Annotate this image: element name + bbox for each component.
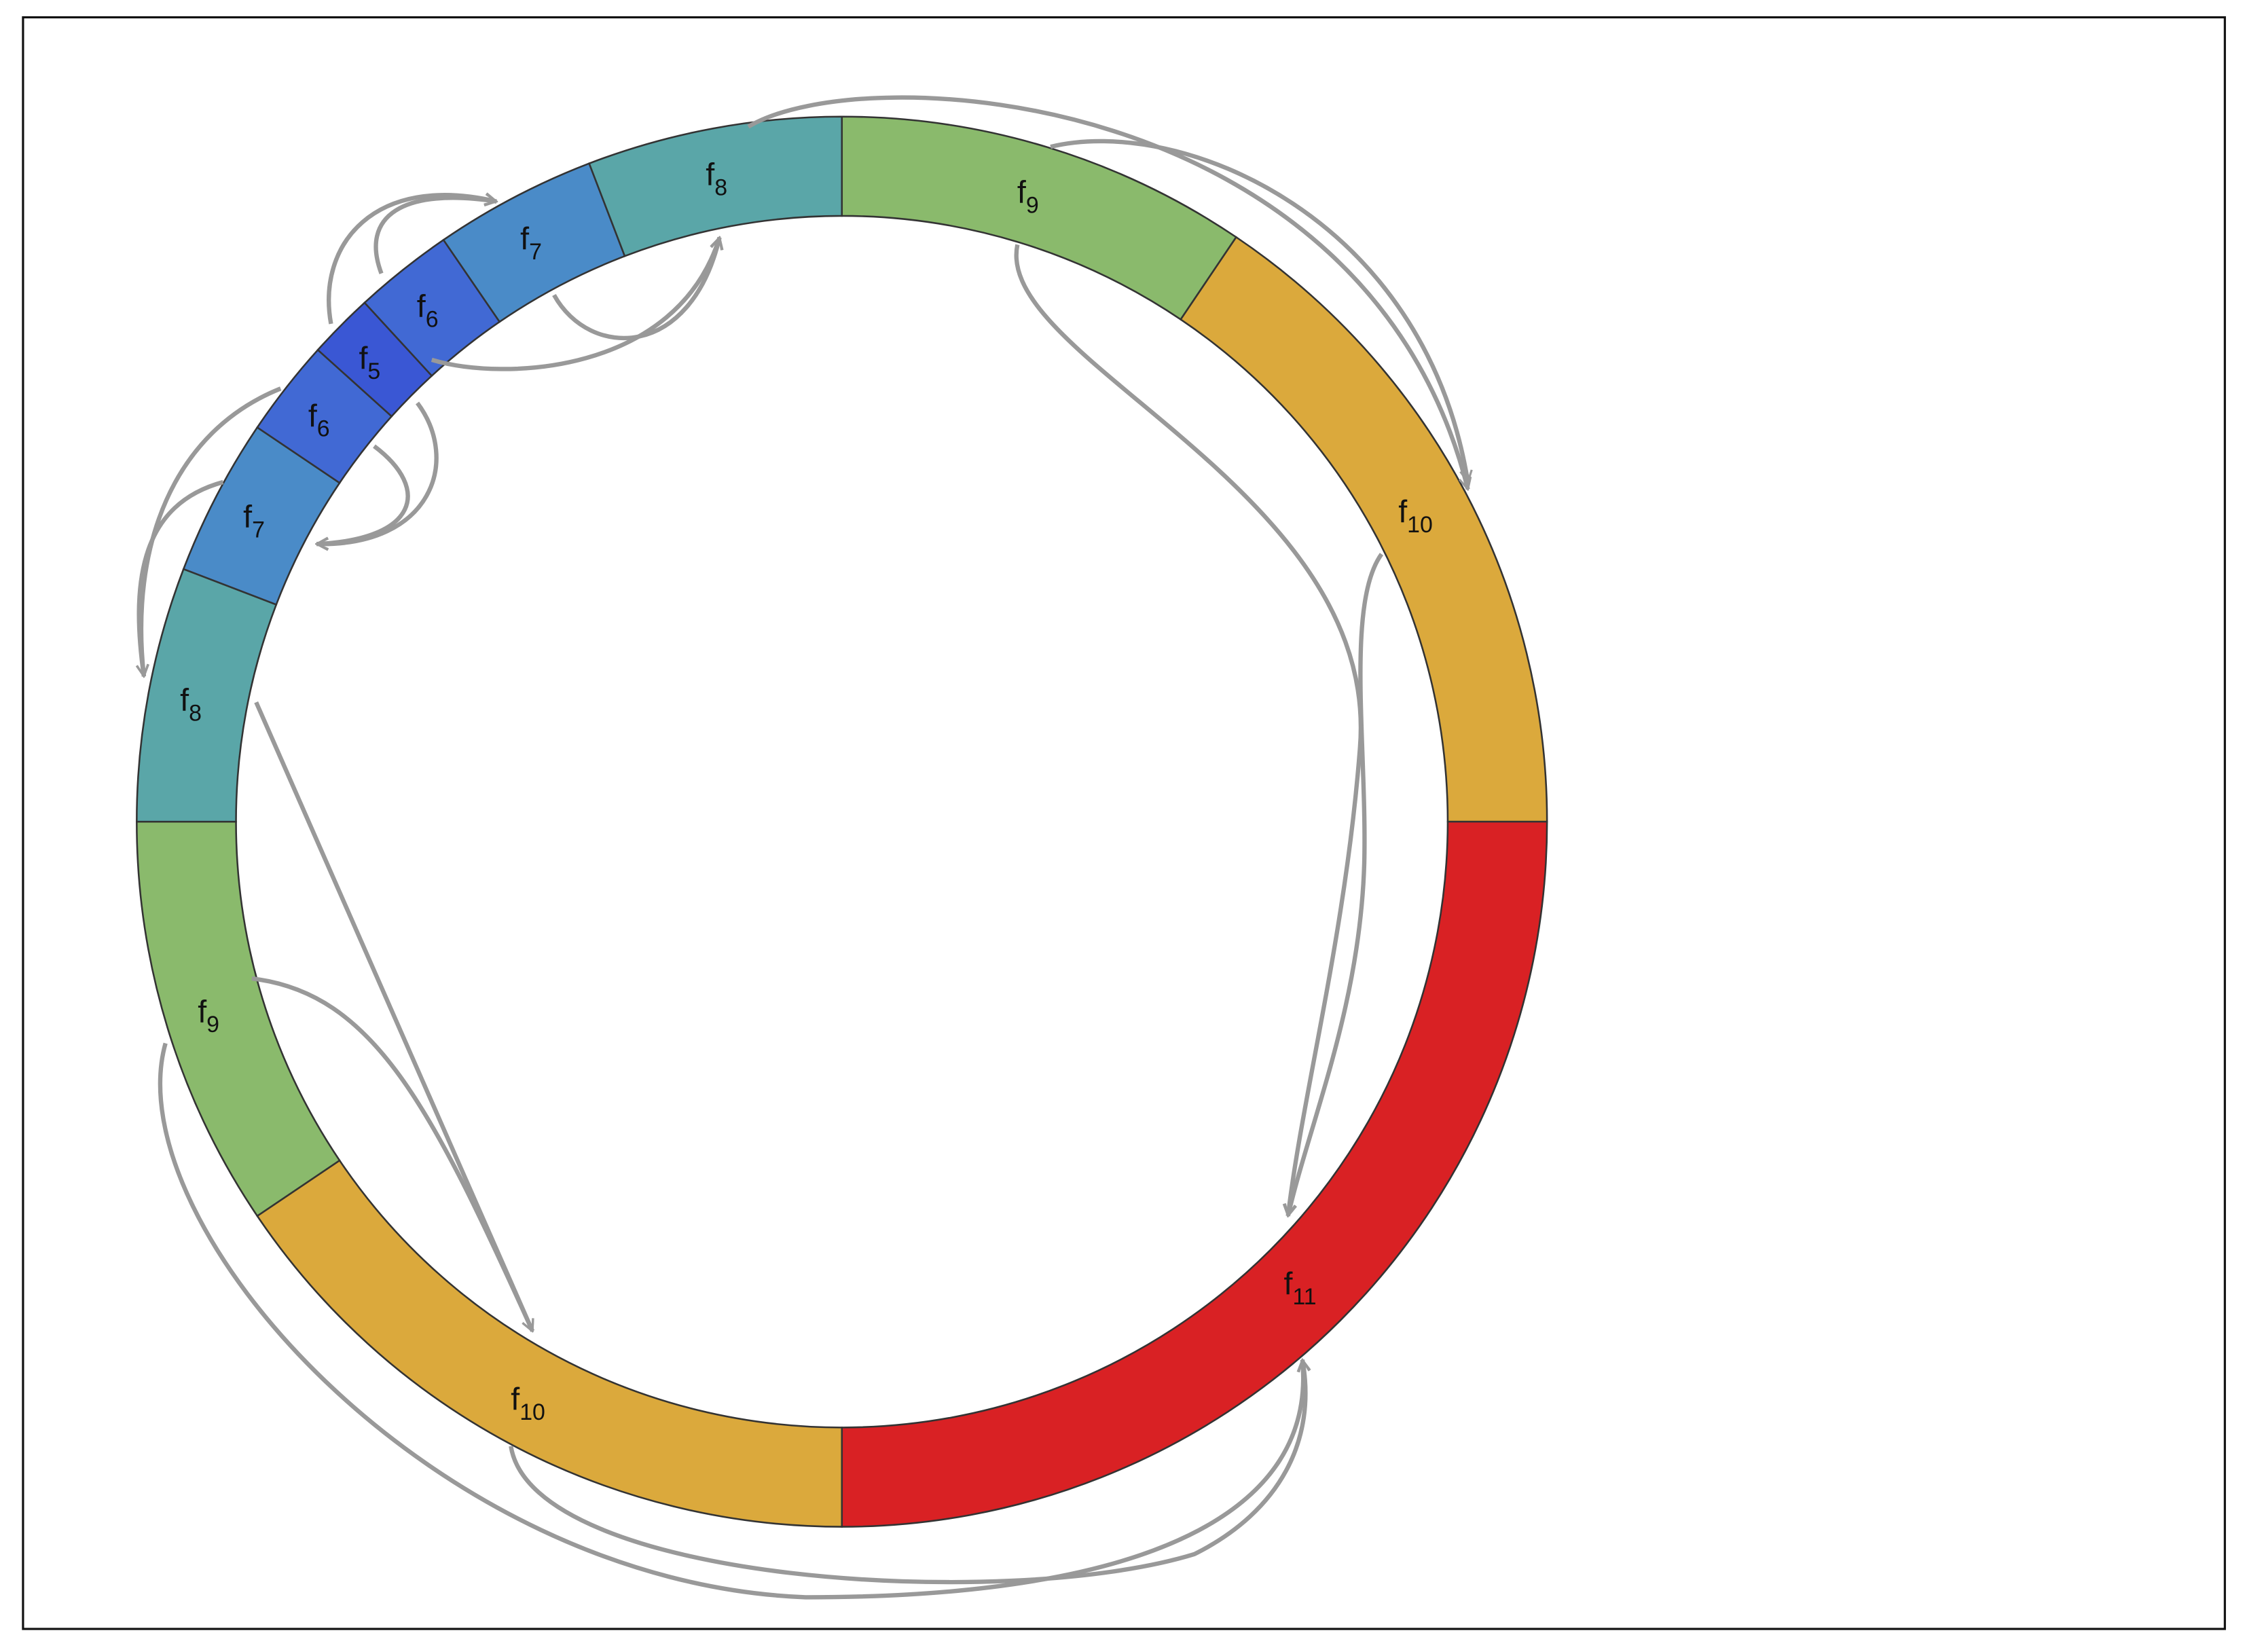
arrow: [327, 195, 496, 325]
arrow: [254, 701, 535, 1331]
segment-label-subscript: 10: [1407, 512, 1433, 538]
segment-label-base: f: [243, 499, 253, 534]
segment-label-subscript: 8: [714, 175, 727, 201]
arrow: [1014, 244, 1364, 1215]
segment-label-base: f: [511, 1381, 520, 1416]
segment-label: f9: [198, 993, 219, 1038]
arrow: [158, 1042, 1303, 1600]
segment-label: f5: [359, 340, 380, 384]
arrow: [139, 479, 224, 676]
arrow: [1050, 139, 1468, 482]
segment-label-subscript: 7: [529, 239, 542, 265]
segment-label-base: f: [359, 340, 368, 375]
segment-label: f8: [706, 157, 727, 201]
segment-label: f11: [1284, 1266, 1317, 1310]
segment-label-base: f: [308, 398, 318, 433]
ring: [136, 115, 1548, 1528]
arrow: [431, 238, 720, 371]
arrow: [1288, 553, 1384, 1216]
segment-label: f8: [180, 682, 202, 727]
segment-label: f7: [520, 221, 542, 265]
segment-label-subscript: 6: [317, 416, 330, 442]
segment: [587, 115, 843, 257]
segment-label-subscript: 11: [1292, 1284, 1316, 1310]
segment-label: f9: [1017, 175, 1039, 219]
arrow: [373, 198, 497, 274]
segment-label-base: f: [520, 221, 530, 256]
segment-label-base: f: [1398, 494, 1408, 529]
segment: [841, 820, 1548, 1528]
arrow: [747, 95, 1468, 490]
segment-label: f6: [417, 289, 439, 333]
segment-label: f10: [511, 1381, 545, 1425]
segment-label-base: f: [198, 993, 207, 1029]
segment-label-base: f: [1017, 175, 1027, 210]
segment-label-base: f: [417, 289, 426, 324]
arrows: [139, 95, 1468, 1600]
segment-label: f7: [243, 499, 265, 543]
segment-label-subscript: 8: [189, 701, 202, 727]
segment-label-base: f: [180, 682, 189, 718]
segment-label-subscript: 5: [367, 359, 380, 384]
segment-label-subscript: 9: [206, 1012, 219, 1038]
segment-label-base: f: [706, 157, 715, 192]
segment-label-subscript: 10: [519, 1399, 545, 1425]
segment-label-base: f: [1284, 1266, 1294, 1301]
segment-label-subscript: 7: [252, 517, 265, 543]
segment-label: f6: [308, 398, 330, 442]
segment-label: f10: [1398, 494, 1433, 538]
segment-label-subscript: 6: [426, 306, 439, 332]
segment-label-subscript: 9: [1026, 193, 1039, 219]
arrow: [316, 444, 410, 544]
